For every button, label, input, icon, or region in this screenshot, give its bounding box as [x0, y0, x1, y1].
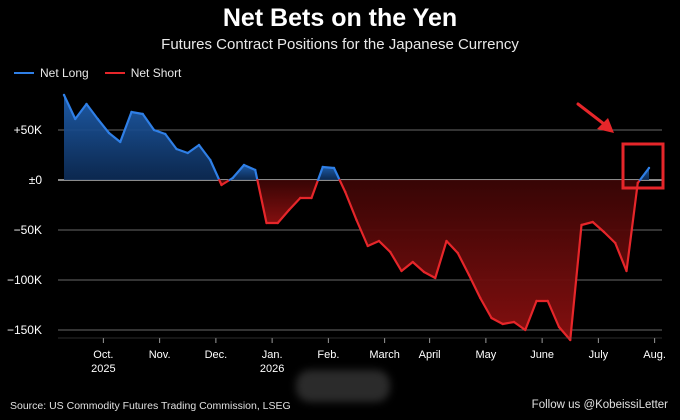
data-point [107, 131, 111, 135]
data-point [310, 196, 313, 200]
data-point [85, 102, 88, 106]
data-point [546, 299, 549, 303]
data-point [197, 143, 201, 147]
data-point [591, 220, 594, 224]
data-point [535, 299, 538, 303]
data-point [479, 296, 482, 300]
data-point [96, 117, 99, 121]
y-tick-label: ±0 [29, 173, 43, 187]
data-point [456, 251, 459, 255]
data-point [400, 269, 403, 273]
x-tick-label: July [589, 349, 609, 361]
x-tick-label: Jan. [262, 349, 283, 361]
credit-note: Follow us @KobeissiLetter [531, 399, 668, 411]
highlight-box [621, 142, 665, 190]
x-tick-label: Aug. [643, 349, 666, 361]
data-point [254, 168, 257, 172]
x-tick-label: June [530, 349, 554, 361]
data-point [512, 320, 516, 324]
data-point [231, 176, 234, 180]
data-point [377, 239, 381, 243]
data-point [130, 110, 133, 114]
data-point [164, 132, 167, 136]
x-tick-label: May [475, 349, 496, 361]
data-point [242, 163, 246, 167]
data-point [467, 273, 471, 277]
net-long-area [64, 95, 220, 180]
data-point [344, 190, 347, 194]
data-point [389, 250, 392, 254]
x-tick-label: March [369, 349, 400, 361]
data-point [62, 93, 66, 97]
data-point [321, 165, 324, 169]
data-point [366, 244, 369, 248]
net-short-area [257, 180, 319, 223]
x-tick-label: Feb. [317, 349, 339, 361]
chart-subtitle: Futures Contract Positions for the Japan… [161, 36, 519, 53]
data-point [569, 338, 572, 342]
data-point [141, 112, 144, 116]
data-point [265, 221, 268, 225]
data-point [411, 260, 414, 264]
net-short-area [339, 180, 640, 340]
data-point [119, 140, 122, 144]
data-point [580, 223, 583, 227]
data-point [186, 151, 189, 155]
x-tick-label: April [419, 349, 441, 361]
legend-swatch-net-long [14, 72, 34, 74]
y-tick-label: +50K [14, 123, 42, 137]
data-point [209, 158, 212, 162]
data-point [602, 230, 606, 234]
data-point [355, 218, 358, 222]
legend-label-net-long: Net Long [40, 66, 89, 80]
data-point [614, 241, 617, 245]
redacted-smudge [296, 370, 390, 402]
source-note: Source: US Commodity Futures Trading Com… [10, 400, 291, 412]
legend: Net Long Net Short [14, 66, 197, 80]
data-point [647, 166, 651, 170]
data-point [490, 316, 493, 320]
x-tick-label: Dec. [205, 349, 228, 361]
net-long-line [638, 166, 651, 182]
data-point [625, 269, 628, 273]
data-point [524, 328, 527, 332]
data-point [501, 322, 504, 326]
data-point [557, 325, 561, 329]
x-tick-year-label: 2026 [260, 363, 284, 375]
y-tick-label: −150K [7, 323, 42, 337]
legend-label-net-short: Net Short [130, 66, 182, 80]
y-tick-label: −100K [7, 273, 42, 287]
net-long-line [316, 165, 341, 182]
legend-item-net-short: Net Short [104, 66, 182, 80]
data-point [299, 196, 302, 200]
legend-item-net-long: Net Long [14, 66, 89, 80]
legend-swatch-net-short [104, 72, 125, 74]
annotation-arrow-shaft [576, 102, 606, 126]
chart-title: Net Bets on the Yen [222, 4, 458, 32]
annotation-arrow-head [597, 118, 614, 133]
y-tick-label: −50K [14, 223, 42, 237]
data-point [422, 270, 426, 274]
data-point [434, 276, 437, 280]
data-point [152, 128, 156, 132]
data-point [636, 181, 639, 185]
data-point [175, 147, 178, 151]
x-tick-label: Oct. [93, 349, 113, 361]
data-point [220, 183, 223, 187]
x-tick-year-label: 2025 [91, 363, 115, 375]
data-point [445, 239, 448, 243]
data-point [74, 117, 77, 121]
data-point [276, 221, 279, 225]
data-point [332, 166, 336, 170]
data-point [287, 208, 291, 212]
x-tick-label: Nov. [149, 349, 171, 361]
